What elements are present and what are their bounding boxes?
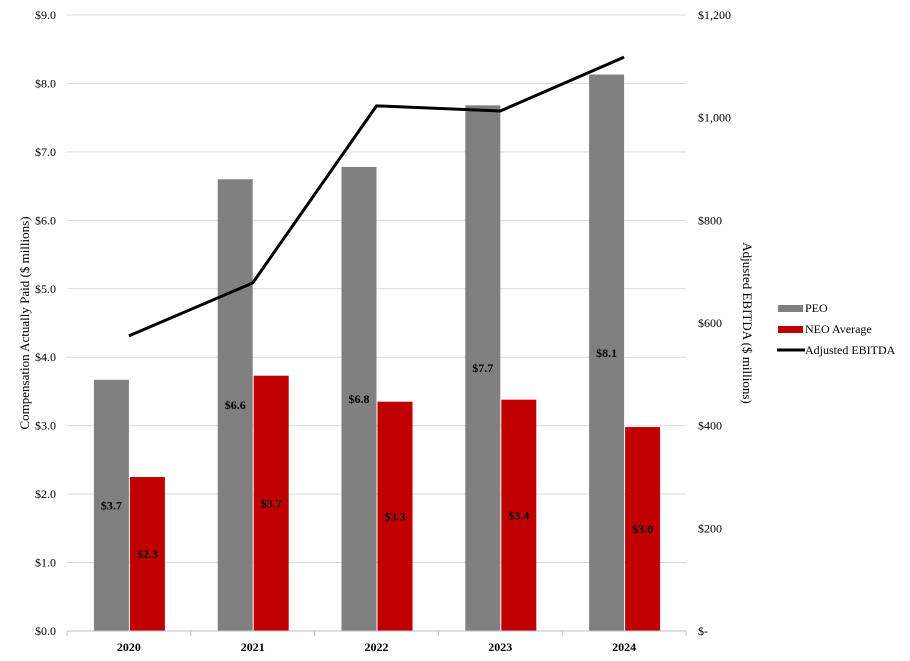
bar-neo-average [377, 401, 413, 631]
y2-tick-label: $400 [698, 419, 722, 433]
x-tick-label: 2023 [488, 640, 512, 654]
bar-neo-average [501, 399, 537, 631]
y-tick-label: $1.0 [35, 556, 56, 570]
y2-tick-label: $600 [698, 316, 722, 330]
legend-item: NEO Average [778, 322, 872, 336]
y-tick-label: $8.0 [35, 76, 56, 90]
data-label: $2.3 [137, 547, 158, 561]
x-tick-label: 2024 [612, 640, 636, 654]
y-tick-label: $7.0 [35, 145, 56, 159]
data-label: $3.4 [508, 508, 529, 522]
y-tick-label: $0.0 [35, 624, 56, 638]
bar-peo [93, 379, 129, 631]
y-tick-label: $6.0 [35, 213, 56, 227]
bar-neo-average [129, 477, 165, 631]
legend-swatch [778, 305, 803, 312]
y2-tick-label: $200 [698, 521, 722, 535]
data-label: $3.3 [385, 509, 406, 523]
legend-item: Adjusted EBITDA [777, 343, 896, 357]
data-label: $3.7 [261, 496, 282, 510]
y-tick-label: $5.0 [35, 282, 56, 296]
bar-peo [465, 105, 501, 631]
legend: PEO NEO Average Adjusted EBITDA [777, 301, 896, 357]
y2-tick-label: $1,200 [698, 8, 731, 22]
x-tick-label: 2021 [241, 640, 265, 654]
bar-neo-average [625, 427, 661, 631]
legend-label: Adjusted EBITDA [805, 343, 896, 357]
axes: $0.0 $1.0 $2.0 $3.0 $4.0 $5.0 $6.0 $7.0 $8.0 $9.0… [35, 8, 731, 654]
y-tick-label: $2.0 [35, 487, 56, 501]
bars: $3.7 $6.6 $6.8 $7.7 $8.1 $2.3 $3.7 $3.3 $3.4 $3.0 [93, 74, 661, 632]
y-tick-label: $3.0 [35, 419, 56, 433]
x-tick-label: 2020 [117, 640, 141, 654]
line-adjusted-ebitda [128, 55, 625, 338]
x-tick-label: 2022 [365, 640, 389, 654]
data-label: $8.1 [596, 346, 617, 360]
bar-peo [341, 166, 377, 632]
data-label: $7.7 [472, 361, 493, 375]
y2-tick-label: $800 [698, 213, 722, 227]
data-label: $6.6 [225, 398, 246, 412]
y2-tick-label: $- [698, 624, 708, 638]
bar-peo [217, 179, 253, 631]
y-tick-label: $4.0 [35, 350, 56, 364]
ebitda-line-group [128, 55, 625, 338]
y2-tick-label: $1,000 [698, 111, 731, 125]
legend-item: PEO [778, 301, 828, 315]
y-tick-label: $9.0 [35, 8, 56, 22]
y2-axis-title: Adjusted EBITDA ($ millions) [740, 242, 755, 403]
legend-swatch [778, 326, 803, 333]
legend-label: NEO Average [805, 322, 872, 336]
data-label: $3.0 [632, 522, 653, 536]
data-label: $3.7 [101, 498, 122, 512]
y-axis-title: Compensation Actually Paid ($ millions) [17, 216, 32, 429]
bar-peo [589, 74, 625, 631]
bar-neo-average [253, 375, 289, 631]
legend-label: PEO [805, 301, 828, 315]
data-label: $6.8 [349, 392, 370, 406]
